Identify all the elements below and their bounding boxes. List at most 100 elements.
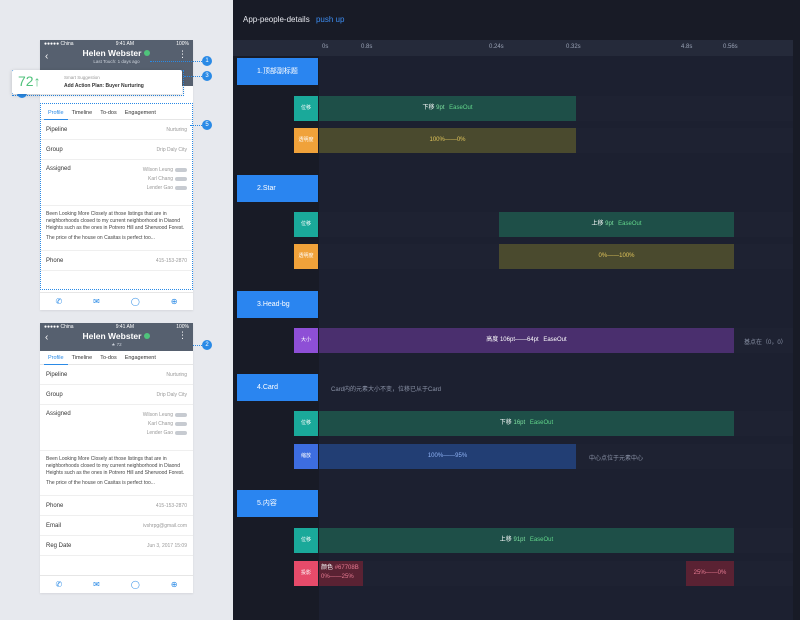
mockup-panel: ●●●●● China 9:41 AM 100% ‹ Helen Webster…: [0, 0, 233, 620]
carrier: ●●●●● China: [44, 41, 74, 47]
action-toolbar: ✆ ✉ ◯ ⊕: [40, 292, 193, 310]
tab-todos[interactable]: To-dos: [100, 110, 117, 116]
contact-name: Helen Webster: [82, 48, 142, 58]
message-icon[interactable]: ◯: [130, 580, 140, 589]
property-chip: 位移: [294, 96, 318, 121]
call-icon[interactable]: ✆: [55, 297, 63, 306]
group-label: Group: [46, 391, 63, 398]
property-chip: 大小: [294, 328, 318, 353]
subtitle-text: push up: [315, 15, 345, 24]
property-chip: 透明度: [294, 244, 318, 269]
assignee: Lender Gao: [146, 430, 173, 436]
bar-value: 9pt: [436, 105, 445, 111]
reg-date-label: Reg Date: [46, 542, 72, 549]
pipeline-row[interactable]: Pipeline Nurturing: [40, 120, 193, 140]
clock: 9:41 AM: [115, 324, 135, 330]
assigned-row[interactable]: Assigned Wilson Leung Karl Chang Lender …: [40, 160, 193, 206]
note-item: The price of the house on Casitas is per…: [46, 235, 155, 241]
notes: Been Looking More Closely at those listi…: [40, 206, 193, 251]
bar-easing: EaseOut: [618, 221, 642, 227]
tick-label: 0s: [322, 44, 329, 50]
property-chip: 缩放: [294, 444, 318, 469]
tab-timeline[interactable]: Timeline: [71, 110, 93, 116]
tick-label: 0.32s: [566, 44, 581, 50]
add-icon[interactable]: ⊕: [170, 297, 178, 306]
pipeline-row[interactable]: Pipeline Nurturing: [40, 365, 193, 385]
scale-note: 中心点位于元素中心: [589, 456, 644, 462]
suggestion-title: Smart Suggestion: [64, 75, 100, 80]
anim-bar[interactable]: 上移 9pt EaseOut: [499, 212, 734, 237]
time-ruler: 0s 0.8s 0.24s 0.32s 4.8s 0.56s: [319, 40, 793, 56]
content-outline: [40, 103, 193, 290]
action-toolbar: ✆ ✉ ◯ ⊕: [40, 575, 193, 593]
ruler-left: [233, 40, 319, 56]
tick-label: 4.8s: [681, 44, 693, 50]
tab-bar: Profile Timeline To-dos Engagement: [40, 106, 193, 120]
more-icon[interactable]: ⋮: [178, 49, 187, 59]
message-icon[interactable]: ◯: [130, 297, 140, 306]
bar-easing: EaseOut: [543, 337, 567, 343]
tab-timeline[interactable]: Timeline: [71, 355, 93, 361]
suggestion-text: Add Action Plan: Buyer Nurturing: [64, 83, 144, 89]
section-header[interactable]: 3.Head-bg: [237, 291, 318, 318]
smart-suggestion-card[interactable]: 72↑ Smart Suggestion Add Action Plan: Bu…: [12, 70, 182, 94]
pipeline-value: Nurturing: [166, 126, 187, 133]
section-header[interactable]: 4.Card: [237, 374, 318, 401]
anim-bar[interactable]: 下移 9pt EaseOut: [319, 96, 576, 121]
group-row[interactable]: Group Drip Daly City: [40, 385, 193, 405]
score: 72↑: [18, 73, 41, 89]
property-chip: 位移: [294, 528, 318, 553]
assigned-row[interactable]: Assigned Wilson Leung Karl Chang Lender …: [40, 405, 193, 451]
add-icon[interactable]: ⊕: [170, 580, 178, 589]
anim-bar[interactable]: 100%——0%: [319, 128, 576, 153]
anim-bar[interactable]: 100%——95%: [319, 444, 576, 469]
tab-profile[interactable]: Profile: [44, 106, 68, 120]
section-header[interactable]: 1.顶部副标题: [237, 58, 318, 85]
back-icon[interactable]: ‹: [45, 332, 49, 343]
clock: 9:41 AM: [115, 41, 135, 47]
phone-label: Phone: [46, 502, 64, 509]
note-item: The price of the house on Casitas is per…: [46, 480, 155, 486]
reg-date-row: Reg Date Jun 3, 2017 15:09: [40, 536, 193, 556]
page-title: App-people-details push up: [243, 15, 344, 24]
shadow-bar-out[interactable]: 25%——0%: [686, 561, 734, 586]
back-icon[interactable]: ‹: [45, 51, 49, 62]
call-icon[interactable]: ✆: [55, 580, 63, 589]
status-bar: ●●●●● China 9:41 AM 100%: [40, 323, 193, 330]
phone-mockup-collapsed: ●●●●● China 9:41 AM 100% ‹ Helen Webster…: [40, 323, 193, 593]
note-item: Been Looking More Closely at those listi…: [46, 211, 185, 231]
bar-label: 下移: [499, 420, 512, 426]
anim-bar[interactable]: 上移 91pt EaseOut: [319, 528, 734, 553]
more-icon[interactable]: ⋮: [178, 330, 187, 340]
email-row[interactable]: Email ivshrpg@gmail.com: [40, 516, 193, 536]
section-note: Card内的元素大小不变，位移已从于Card: [331, 387, 442, 393]
tab-engagement[interactable]: Engagement: [124, 110, 156, 116]
bar-value: 106pt——64pt: [499, 337, 539, 343]
mail-icon[interactable]: ✉: [93, 580, 100, 589]
tab-todos[interactable]: To-dos: [100, 355, 117, 361]
last-touch: Last Touch: 1 days ago: [93, 59, 140, 64]
rating: ★ 72: [111, 342, 122, 347]
tick-label: 0.8s: [361, 44, 373, 50]
property-chip: 位移: [294, 212, 318, 237]
leader-line: [184, 76, 202, 77]
phone-row[interactable]: Phone 415-153-2870: [40, 496, 193, 516]
battery: 100%: [176, 324, 189, 330]
section-header[interactable]: 5.内容: [237, 490, 318, 517]
assigned-label: Assigned: [46, 411, 71, 417]
property-chip: 投影: [294, 561, 318, 586]
bar-label: 上移: [591, 221, 604, 227]
group-row[interactable]: Group Drip Daly City: [40, 140, 193, 160]
shadow-bar-in[interactable]: 颜色 #67708B 0%——25%: [319, 561, 363, 586]
mail-icon[interactable]: ✉: [93, 297, 100, 306]
section-header[interactable]: 2.Star: [237, 175, 318, 202]
anim-bar[interactable]: 下移 16pt EaseOut: [319, 411, 734, 436]
phone-label: Phone: [46, 257, 64, 264]
marker-2: 2: [202, 340, 212, 350]
phone-row[interactable]: Phone 415-153-2870: [40, 251, 193, 271]
tab-profile[interactable]: Profile: [44, 351, 68, 365]
pipeline-label: Pipeline: [46, 126, 68, 133]
tab-engagement[interactable]: Engagement: [124, 355, 156, 361]
anim-bar[interactable]: 0%——100%: [499, 244, 734, 269]
anim-bar[interactable]: 高度 106pt——64pt EaseOut: [319, 328, 734, 353]
